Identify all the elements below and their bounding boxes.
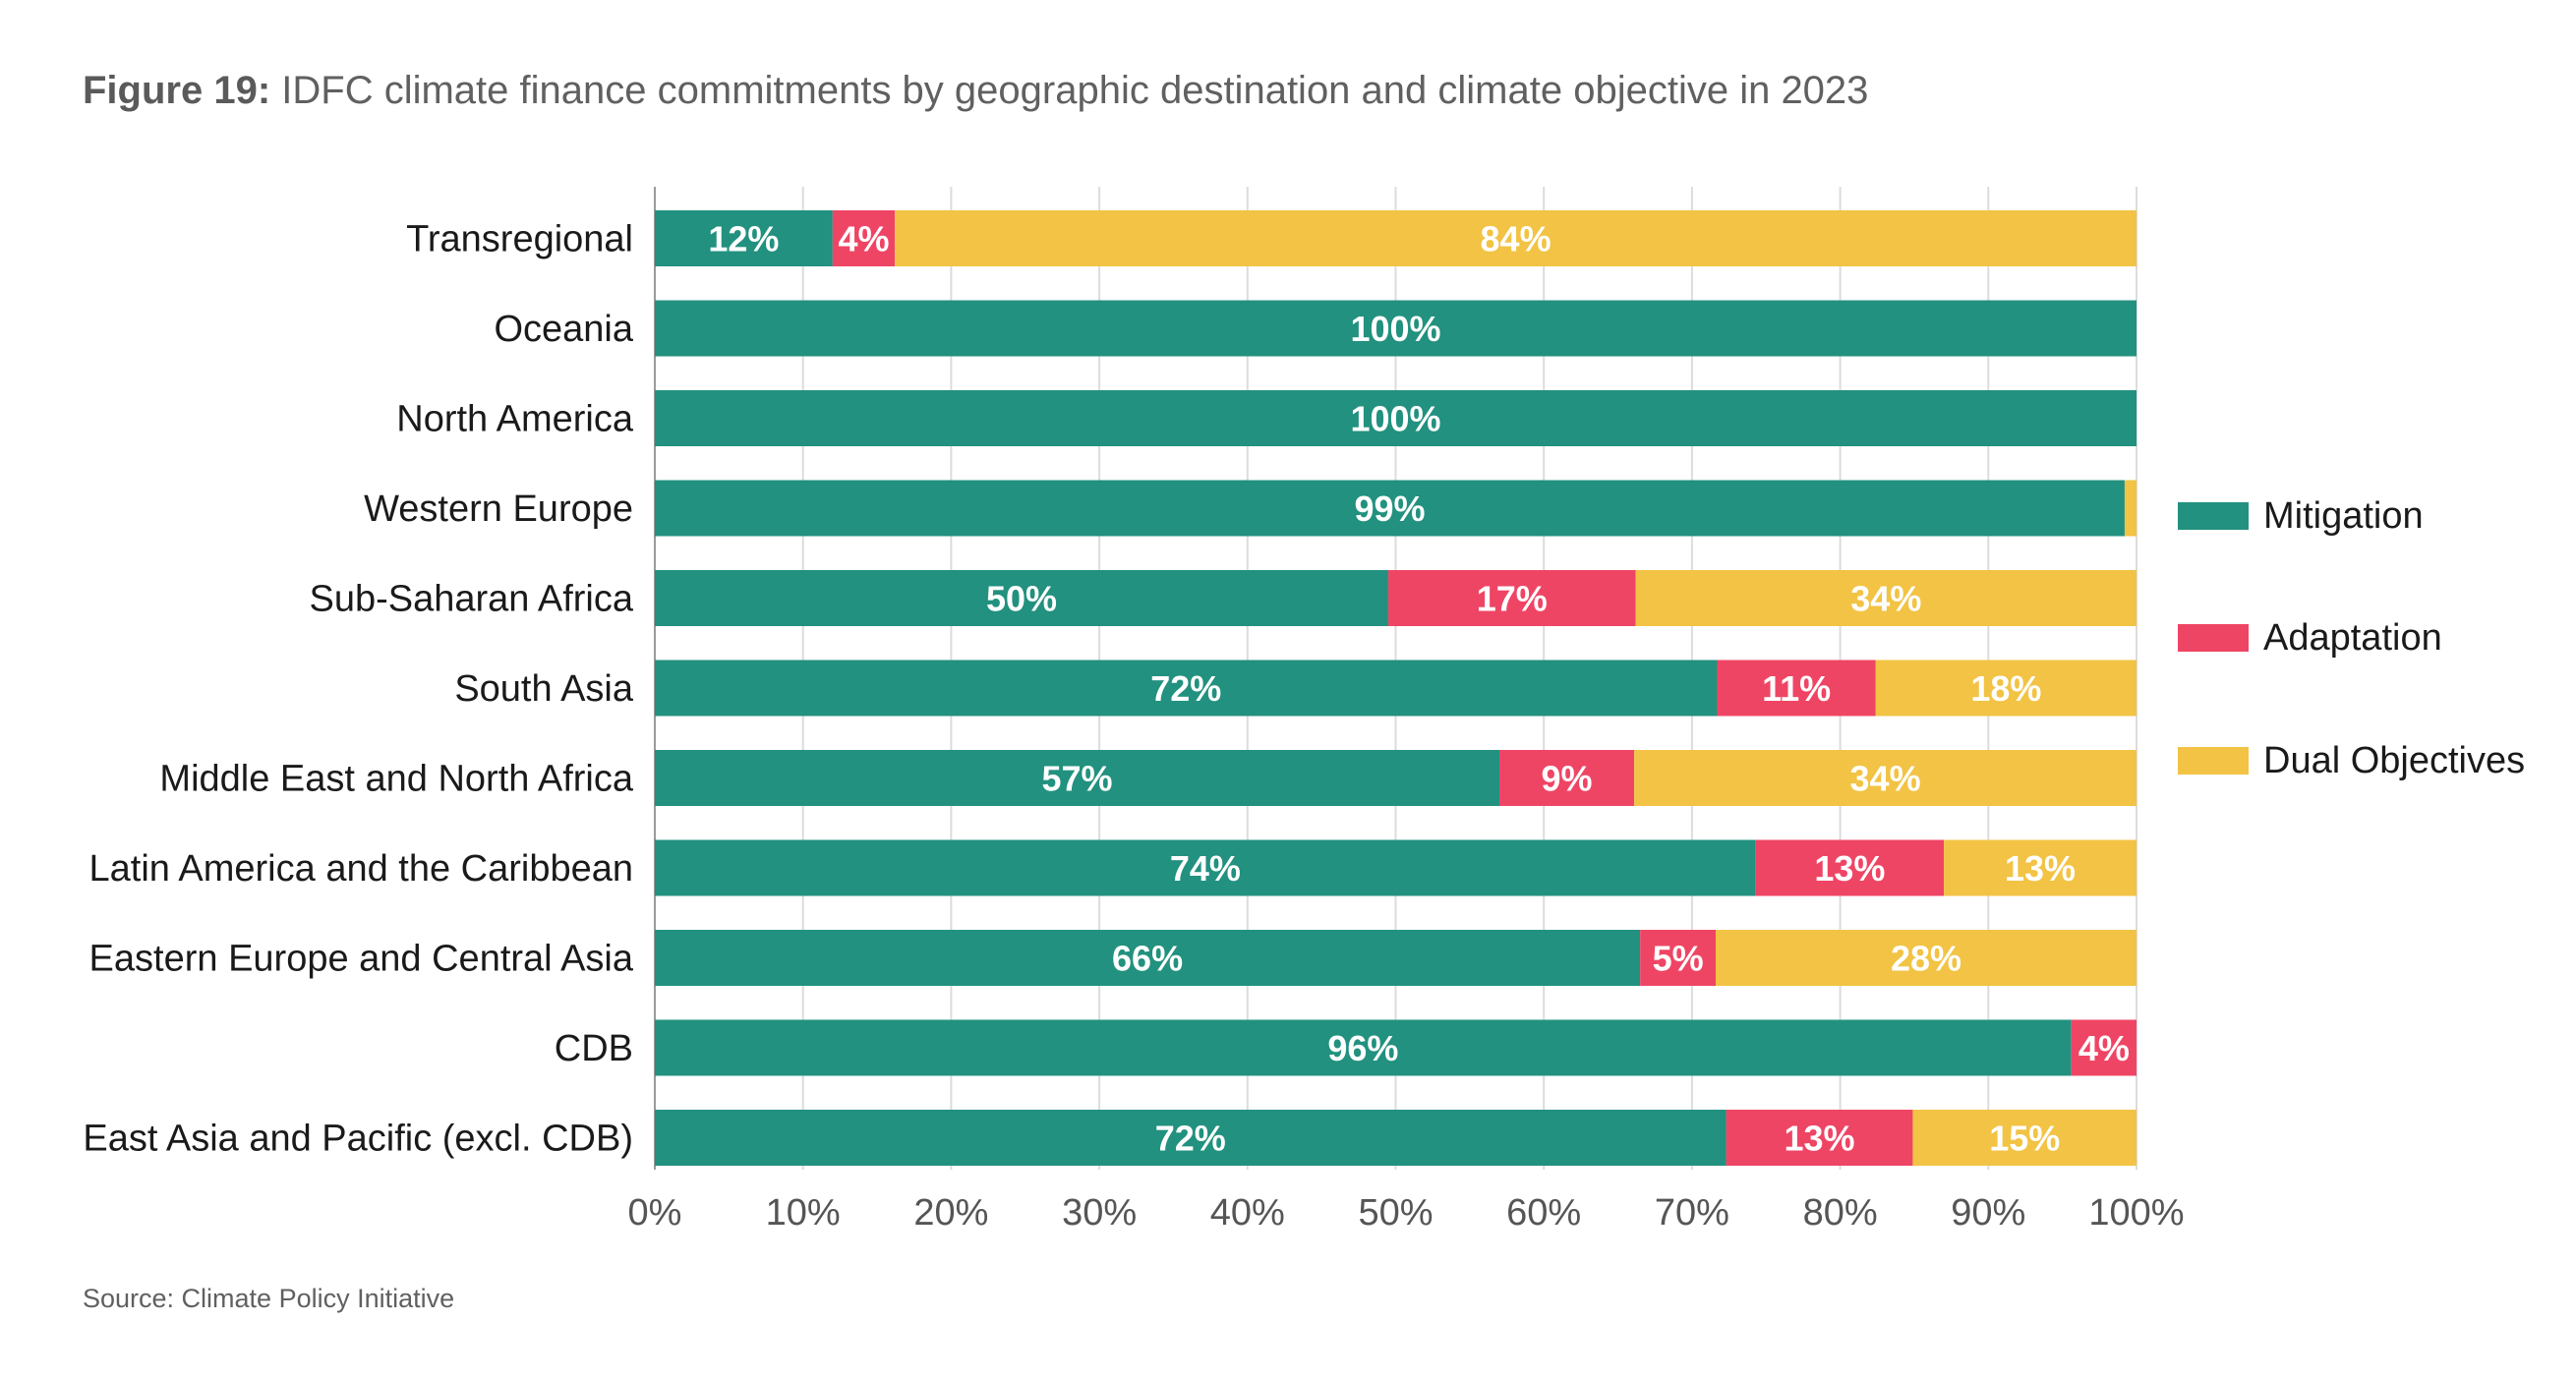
legend-label-mitigation: Mitigation [2263,495,2424,537]
x-tick-label: 60% [1506,1192,1581,1234]
data-label: 4% [838,219,889,259]
data-label: 57% [1041,759,1112,799]
legend-swatch-adaptation [2178,624,2249,652]
data-label: 4% [2078,1028,2130,1068]
bar-segment-dual-objectives [2125,481,2137,537]
source-note: Source: Climate Policy Initiative [83,1284,454,1314]
data-label: 96% [1327,1028,1398,1068]
data-label: 12% [708,219,779,259]
data-label: 34% [1850,759,1921,799]
x-tick-label: 80% [1803,1192,1878,1234]
x-tick-label: 10% [766,1192,841,1234]
data-label: 15% [1989,1119,2060,1159]
legend-label-adaptation: Adaptation [2263,617,2442,659]
x-tick-label: 20% [913,1192,988,1234]
data-label: 13% [1814,848,1885,889]
x-tick-label: 50% [1358,1192,1433,1234]
category-label: Latin America and the Caribbean [89,848,633,890]
x-axis-ticks: 0% 10% 20% 30% 40% 50% 60% 70% 80% 90% 100% [628,1192,2185,1234]
category-label: Middle East and North Africa [159,759,633,800]
x-tick-label: 0% [628,1192,682,1234]
category-labels: Transregional Oceania North America Western… [83,219,634,1160]
data-label: 72% [1150,668,1221,709]
data-label: 66% [1112,939,1183,979]
data-label: 9% [1542,759,1593,799]
legend-label-dual-objectives: Dual Objectives [2263,740,2525,781]
category-label: East Asia and Pacific (excl. CDB) [83,1119,633,1160]
bars: 12% 4% 84% 100% 100% 99% 50% 17% 34% 72% 11% 18% 57%… [655,210,2137,1166]
data-label: 5% [1653,939,1704,979]
data-label: 34% [1850,579,1921,619]
category-label: North America [396,399,634,440]
legend-swatch-mitigation [2178,502,2249,530]
x-tick-label: 90% [1951,1192,2025,1234]
data-label: 72% [1155,1119,1226,1159]
category-label: CDB [555,1028,633,1069]
data-label: 100% [1350,399,1440,439]
x-tick-label: 30% [1062,1192,1137,1234]
category-label: South Asia [454,668,634,710]
data-label: 99% [1354,488,1425,529]
category-label: Western Europe [364,488,633,530]
data-label: 13% [1784,1119,1854,1159]
category-label: Eastern Europe and Central Asia [89,939,634,980]
data-label: 13% [2005,848,2076,889]
data-label: 18% [1970,668,2041,709]
legend: Mitigation Adaptation Dual Objectives [2178,495,2525,781]
category-label: Transregional [406,219,633,260]
legend-swatch-dual-objectives [2178,747,2249,775]
data-label: 28% [1891,939,1961,979]
data-label: 84% [1481,219,1551,259]
data-label: 11% [1762,668,1831,709]
chart: 12% 4% 84% 100% 100% 99% 50% 17% 34% 72% 11% 18% 57%… [0,0,2576,1379]
category-label: Sub-Saharan Africa [309,579,633,620]
category-label: Oceania [494,309,633,350]
data-label: 100% [1350,309,1440,349]
x-tick-label: 100% [2088,1192,2184,1234]
x-tick-label: 70% [1655,1192,1729,1234]
x-tick-label: 40% [1210,1192,1285,1234]
data-label: 17% [1477,579,1548,619]
data-label: 50% [986,579,1057,619]
data-label: 74% [1170,848,1241,889]
